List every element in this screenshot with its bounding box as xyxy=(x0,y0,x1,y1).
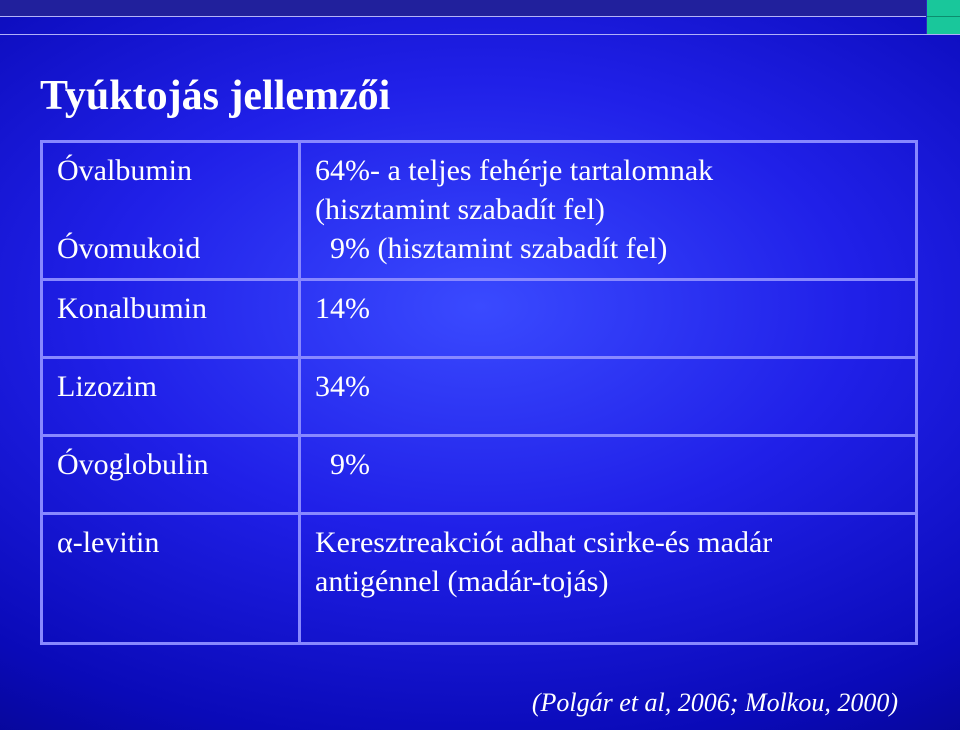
value-line: 64%- a teljes fehérje tartalomnak xyxy=(315,151,901,190)
table-row: Óvoglobulin 9% xyxy=(43,434,915,512)
row-value: 64%- a teljes fehérje tartalomnak (hiszt… xyxy=(301,143,915,278)
table-row: Óvalbumin Óvomukoid 64%- a teljes fehérj… xyxy=(43,143,915,278)
row-value: 9% xyxy=(301,437,915,512)
row-value: 34% xyxy=(301,359,915,434)
row-value: 14% xyxy=(301,281,915,356)
properties-table: Óvalbumin Óvomukoid 64%- a teljes fehérj… xyxy=(40,140,918,645)
table-row: Konalbumin 14% xyxy=(43,278,915,356)
topbar xyxy=(0,0,960,16)
row-label: Óvoglobulin xyxy=(43,437,301,512)
value-line: 9% (hisztamint szabadít fel) xyxy=(315,229,901,268)
label-line: Óvalbumin xyxy=(57,151,284,190)
table-row: Lizozim 34% xyxy=(43,356,915,434)
row-label: α-levitin xyxy=(43,515,301,642)
corner-accent xyxy=(926,0,960,34)
slide: Tyúktojás jellemzői Óvalbumin Óvomukoid … xyxy=(0,0,960,730)
label-line: Óvomukoid xyxy=(57,229,284,268)
slide-title: Tyúktojás jellemzői xyxy=(40,72,390,120)
table-row: α-levitin Keresztreakciót adhat csirke-é… xyxy=(43,512,915,642)
row-label: Lizozim xyxy=(43,359,301,434)
row-value: Keresztreakciót adhat csirke-és madár an… xyxy=(301,515,915,642)
topbar-divider-2 xyxy=(0,34,960,35)
value-line: Keresztreakciót adhat csirke-és madár xyxy=(315,523,901,562)
citation: (Polgár et al, 2006; Molkou, 2000) xyxy=(532,688,898,718)
row-label: Konalbumin xyxy=(43,281,301,356)
value-line: antigénnel (madár-tojás) xyxy=(315,562,901,601)
row-label: Óvalbumin Óvomukoid xyxy=(43,143,301,278)
value-line: (hisztamint szabadít fel) xyxy=(315,190,901,229)
topbar-divider-1 xyxy=(0,16,960,17)
